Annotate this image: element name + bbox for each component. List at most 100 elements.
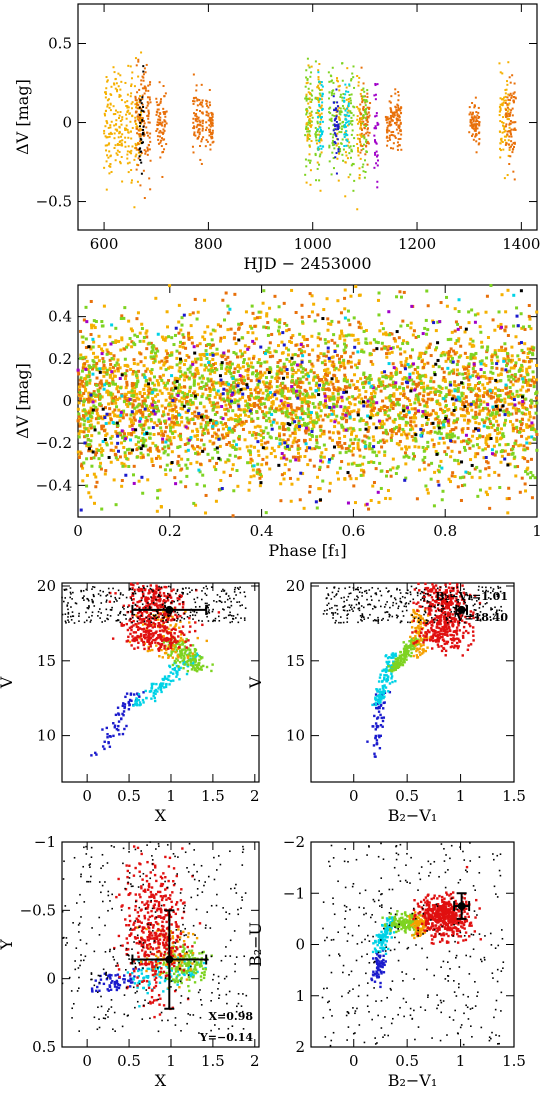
data-point bbox=[156, 393, 160, 397]
data-point bbox=[327, 388, 331, 392]
data-point bbox=[451, 371, 455, 375]
data-point bbox=[265, 411, 269, 415]
data-point bbox=[309, 112, 312, 115]
data-point bbox=[459, 440, 463, 444]
data-point bbox=[209, 346, 213, 350]
data-point bbox=[258, 315, 262, 319]
data-point bbox=[504, 325, 508, 329]
data-point bbox=[350, 116, 353, 119]
data-point bbox=[143, 87, 146, 90]
data-point bbox=[238, 419, 242, 423]
data-point bbox=[107, 143, 110, 146]
data-point bbox=[145, 407, 149, 411]
data-point bbox=[509, 81, 512, 84]
data-point bbox=[119, 74, 122, 77]
data-point bbox=[208, 124, 211, 127]
data-point bbox=[363, 95, 366, 98]
data-point bbox=[179, 370, 183, 374]
data-point bbox=[146, 96, 149, 99]
data-point bbox=[110, 93, 113, 96]
data-point bbox=[527, 435, 531, 439]
data-point bbox=[159, 377, 163, 381]
data-point bbox=[206, 100, 209, 103]
data-point bbox=[332, 129, 335, 132]
data-point bbox=[306, 135, 309, 138]
data-point bbox=[106, 103, 109, 106]
data-point bbox=[481, 448, 485, 452]
data-point bbox=[244, 387, 248, 391]
data-point bbox=[400, 447, 404, 451]
data-point bbox=[344, 108, 347, 111]
data-point bbox=[219, 478, 223, 482]
data-point bbox=[120, 314, 124, 318]
data-point bbox=[299, 363, 303, 367]
data-point bbox=[290, 482, 294, 486]
data-point bbox=[196, 437, 200, 441]
data-point bbox=[160, 139, 163, 142]
data-point bbox=[516, 465, 520, 469]
data-point bbox=[314, 152, 317, 155]
data-point bbox=[280, 389, 284, 393]
data-point bbox=[395, 442, 399, 446]
data-point bbox=[506, 354, 510, 358]
data-point bbox=[323, 368, 327, 372]
data-point bbox=[462, 397, 466, 401]
data-point bbox=[308, 490, 312, 494]
data-point bbox=[314, 60, 317, 63]
data-point bbox=[476, 398, 480, 402]
data-point bbox=[183, 443, 187, 447]
data-point bbox=[463, 448, 467, 452]
data-point bbox=[511, 121, 514, 124]
data-point bbox=[135, 106, 138, 109]
data-point bbox=[402, 389, 406, 393]
data-point bbox=[518, 430, 522, 434]
data-point bbox=[337, 142, 340, 145]
data-point bbox=[131, 422, 135, 426]
data-point bbox=[504, 347, 508, 351]
data-point bbox=[210, 434, 214, 438]
data-point bbox=[160, 429, 164, 433]
data-point bbox=[110, 170, 113, 173]
data-point bbox=[251, 356, 255, 360]
data-point bbox=[102, 360, 106, 364]
data-point bbox=[139, 352, 143, 356]
data-point bbox=[114, 401, 118, 405]
data-point bbox=[502, 121, 505, 124]
data-point bbox=[106, 144, 109, 147]
data-point bbox=[161, 447, 165, 451]
data-point bbox=[141, 133, 144, 136]
data-point bbox=[131, 114, 134, 117]
data-point bbox=[338, 126, 341, 129]
data-point bbox=[486, 389, 490, 393]
data-point bbox=[487, 417, 491, 421]
data-point bbox=[210, 123, 213, 126]
data-point bbox=[90, 323, 94, 327]
data-point bbox=[237, 381, 241, 385]
data-point bbox=[305, 165, 308, 168]
data-point bbox=[346, 111, 349, 114]
data-point bbox=[429, 429, 433, 433]
data-point bbox=[498, 114, 501, 117]
data-point bbox=[479, 402, 483, 406]
data-point bbox=[278, 432, 282, 436]
data-point bbox=[174, 397, 178, 401]
data-point bbox=[501, 388, 505, 392]
data-point bbox=[139, 121, 142, 124]
data-point bbox=[325, 387, 329, 391]
data-point bbox=[148, 448, 152, 452]
data-point bbox=[241, 387, 245, 391]
data-point bbox=[356, 395, 360, 399]
data-point bbox=[408, 399, 412, 403]
data-point bbox=[432, 380, 436, 384]
data-point bbox=[389, 108, 392, 111]
data-point bbox=[141, 415, 145, 419]
data-point bbox=[192, 100, 195, 103]
data-point bbox=[510, 135, 513, 138]
data-point bbox=[472, 124, 475, 127]
data-point bbox=[310, 110, 313, 113]
data-point bbox=[253, 388, 257, 392]
data-point bbox=[374, 151, 377, 154]
data-point bbox=[196, 104, 199, 107]
data-point bbox=[101, 448, 105, 452]
data-point bbox=[316, 122, 319, 125]
